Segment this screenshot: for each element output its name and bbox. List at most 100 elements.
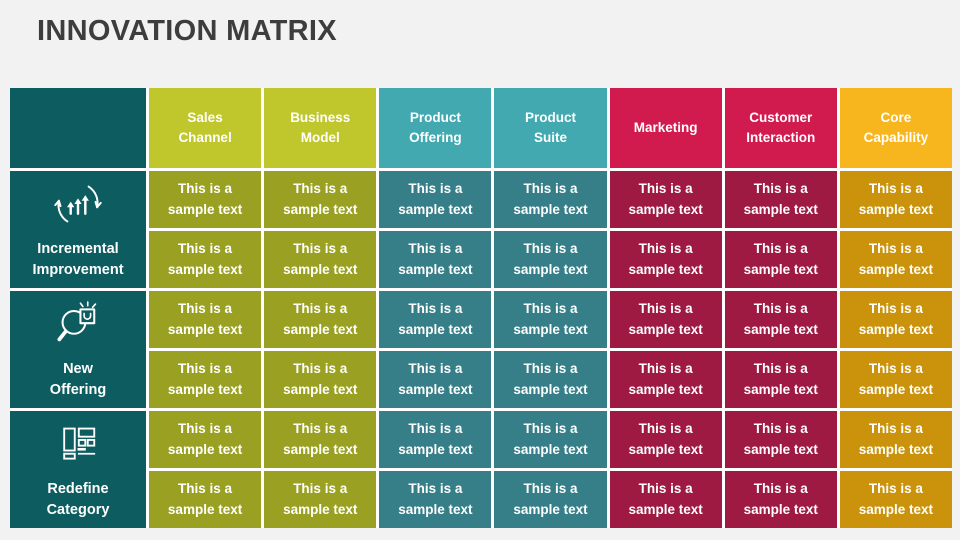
table-cell: This is a sample text: [149, 351, 262, 408]
column-header-label: Business Model: [290, 109, 351, 145]
cell-text: This is a sample text: [283, 421, 358, 457]
innovation-matrix-table: Sales Channel Business Model Product Offer…: [10, 88, 952, 528]
cell-text: This is a sample text: [398, 421, 473, 457]
column-header-label: Customer Interaction: [746, 109, 816, 145]
cell-text: This is a sample text: [513, 481, 588, 517]
cell-text: This is a sample text: [858, 181, 934, 217]
column-header-business-model: Business Model: [264, 88, 377, 168]
column-header-product-offering: Product Offering: [379, 88, 492, 168]
corner-cell: [10, 88, 146, 168]
table-cell: This is a sample text: [149, 411, 262, 468]
table-cell: This is a sample text: [264, 291, 377, 348]
column-header-label: Marketing: [633, 119, 698, 135]
cell-text: This is a sample text: [628, 421, 703, 457]
cell-text: This is a sample text: [167, 421, 243, 457]
table-cell: This is a sample text: [839, 351, 952, 408]
cell-text: This is a sample text: [858, 361, 934, 397]
cell-text: This is a sample text: [167, 481, 243, 517]
table-cell: This is a sample text: [149, 171, 262, 228]
table-cell: This is a sample text: [379, 171, 492, 228]
table-cell: This is a sample text: [494, 471, 607, 528]
cell-text: This is a sample text: [398, 241, 473, 277]
column-header-label: Product Suite: [524, 109, 576, 145]
row-label-text: Incremental Improvement: [32, 240, 124, 278]
table-cell: This is a sample text: [724, 411, 837, 468]
layout-wireframe-icon: [52, 418, 104, 470]
table-cell: This is a sample text: [724, 351, 837, 408]
table-cell: This is a sample text: [149, 231, 262, 288]
table-cell: This is a sample text: [149, 471, 262, 528]
cell-text: This is a sample text: [167, 361, 243, 397]
table-cell: This is a sample text: [264, 351, 377, 408]
table-cell: This is a sample text: [724, 171, 837, 228]
page-title: INNOVATION MATRIX: [37, 15, 337, 47]
row-label-redefine-category: Redefine Category: [10, 411, 146, 528]
row-label-new-offering: New Offering: [10, 291, 146, 408]
cell-text: This is a sample text: [513, 181, 588, 217]
table-cell: This is a sample text: [264, 171, 377, 228]
table-cell: This is a sample text: [379, 291, 492, 348]
table-cell: This is a sample text: [379, 411, 492, 468]
cell-text: This is a sample text: [743, 241, 818, 277]
table-cell: This is a sample text: [609, 411, 722, 468]
cell-text: This is a sample text: [513, 301, 588, 337]
column-header-label: Core Capability: [863, 109, 929, 145]
column-header-marketing: Marketing: [609, 88, 722, 168]
column-header-label: Product Offering: [409, 109, 462, 145]
table-cell: This is a sample text: [149, 291, 262, 348]
cell-text: This is a sample text: [167, 301, 243, 337]
table-cell: This is a sample text: [609, 471, 722, 528]
table-cell: This is a sample text: [379, 471, 492, 528]
cell-text: This is a sample text: [513, 241, 588, 277]
cell-text: This is a sample text: [628, 361, 703, 397]
cell-text: This is a sample text: [283, 301, 358, 337]
cell-text: This is a sample text: [628, 301, 703, 337]
row-label-text: Redefine Category: [46, 480, 110, 518]
cell-text: This is a sample text: [283, 481, 358, 517]
table-cell: This is a sample text: [494, 231, 607, 288]
cell-text: This is a sample text: [398, 181, 473, 217]
table-cell: This is a sample text: [494, 351, 607, 408]
table-cell: This is a sample text: [609, 351, 722, 408]
cell-text: This is a sample text: [858, 421, 934, 457]
cell-text: This is a sample text: [167, 241, 243, 277]
cell-text: This is a sample text: [743, 481, 818, 517]
table-cell: This is a sample text: [724, 231, 837, 288]
column-header-sales-channel: Sales Channel: [149, 88, 262, 168]
table-cell: This is a sample text: [379, 351, 492, 408]
cell-text: This is a sample text: [743, 301, 818, 337]
column-header-core-capability: Core Capability: [839, 88, 952, 168]
table-cell: This is a sample text: [839, 291, 952, 348]
cell-text: This is a sample text: [858, 301, 934, 337]
table-cell: This is a sample text: [494, 411, 607, 468]
row-label-text: New Offering: [49, 360, 107, 398]
cell-text: This is a sample text: [743, 361, 818, 397]
cell-text: This is a sample text: [283, 241, 358, 277]
cell-text: This is a sample text: [858, 481, 934, 517]
cell-text: This is a sample text: [398, 481, 473, 517]
table-cell: This is a sample text: [494, 291, 607, 348]
table-cell: This is a sample text: [379, 231, 492, 288]
table-cell: This is a sample text: [839, 231, 952, 288]
table-cell: This is a sample text: [724, 471, 837, 528]
cell-text: This is a sample text: [628, 241, 703, 277]
table-cell: This is a sample text: [839, 411, 952, 468]
growth-cycle-icon: [52, 178, 104, 230]
table-cell: This is a sample text: [609, 291, 722, 348]
cell-text: This is a sample text: [167, 181, 243, 217]
cell-text: This is a sample text: [743, 181, 818, 217]
magnifier-box-icon: [52, 298, 104, 350]
table-cell: This is a sample text: [609, 171, 722, 228]
table-cell: This is a sample text: [839, 171, 952, 228]
cell-text: This is a sample text: [858, 241, 934, 277]
cell-text: This is a sample text: [743, 421, 818, 457]
cell-text: This is a sample text: [398, 361, 473, 397]
cell-text: This is a sample text: [513, 421, 588, 457]
column-header-product-suite: Product Suite: [494, 88, 607, 168]
cell-text: This is a sample text: [628, 481, 703, 517]
cell-text: This is a sample text: [513, 361, 588, 397]
table-cell: This is a sample text: [724, 291, 837, 348]
cell-text: This is a sample text: [628, 181, 703, 217]
column-header-customer-interaction: Customer Interaction: [724, 88, 837, 168]
